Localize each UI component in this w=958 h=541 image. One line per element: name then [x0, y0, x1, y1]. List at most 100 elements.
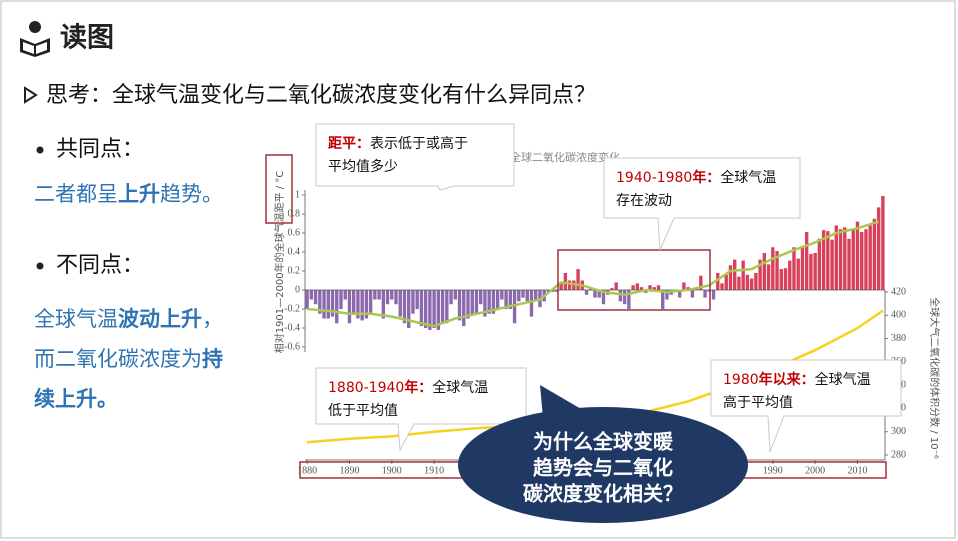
point-line: 而二氧化碳浓度为持: [34, 347, 223, 371]
bar: [313, 290, 318, 305]
y-tick-label: 1: [295, 189, 300, 200]
bar: [618, 290, 623, 302]
text-run: 低于平均值: [328, 403, 398, 419]
bar: [521, 290, 525, 298]
callout-line: 低于平均值: [328, 403, 398, 419]
bar: [398, 290, 402, 317]
text-run: 全球气温: [432, 379, 488, 396]
bar: [381, 290, 386, 319]
bar: [576, 269, 580, 290]
bar: [343, 290, 347, 300]
bar: [483, 290, 487, 317]
bar: [385, 290, 390, 305]
bar: [517, 290, 521, 302]
bar: [733, 259, 737, 290]
question: 思考：全球气温变化与二氧化碳浓度变化有什么异同点？: [46, 83, 596, 108]
bar: [720, 283, 724, 290]
bar: [783, 268, 788, 290]
bar: [390, 290, 394, 300]
x-tick-label: 1900: [382, 465, 402, 476]
bar: [377, 290, 381, 300]
bar: [821, 230, 826, 290]
bar: [601, 290, 606, 305]
bar: [610, 288, 614, 290]
text-run: 1880-1940: [328, 380, 404, 396]
y2-tick-label: 420: [891, 286, 906, 297]
annotations: 距平：表示低于或高于平均值多少1940-1980年：全球气温存在波动1880-1…: [315, 123, 902, 523]
bar: [864, 229, 868, 290]
x-tick-label: 2010: [847, 465, 867, 476]
bar: [690, 290, 695, 298]
bar: [309, 290, 314, 300]
bar: [466, 290, 470, 319]
point-line: 全球气温波动上升，: [34, 307, 223, 331]
bar: [474, 290, 479, 314]
bar: [512, 290, 517, 324]
text-run: 平均值多少: [328, 158, 398, 175]
bar: [716, 272, 720, 290]
bar: [741, 260, 745, 290]
callout-box: [315, 123, 515, 191]
bar: [644, 290, 648, 293]
line: [306, 220, 879, 328]
chart-title: 全球二氧化碳浓度变化: [510, 150, 620, 164]
bar: [847, 238, 851, 290]
bar: [652, 287, 656, 290]
y2-tick-label: 280: [891, 449, 906, 460]
bar: [876, 207, 881, 290]
callout-line: 1880-1940年：全球气温: [328, 379, 488, 396]
bar: [881, 195, 885, 290]
bar: [800, 246, 805, 290]
bar: [635, 283, 640, 290]
bar: [504, 290, 508, 309]
bar: [322, 290, 326, 319]
text-run: 上升: [118, 182, 160, 206]
text-run: 高于平均值: [723, 394, 793, 411]
bar: [423, 290, 428, 328]
text-run: 年：: [404, 379, 432, 396]
point-line: 续上升。: [34, 387, 118, 411]
bar: [534, 290, 538, 302]
bar: [457, 290, 462, 321]
bar: [305, 290, 309, 309]
bar: [682, 282, 686, 290]
bar: [567, 280, 572, 290]
bar: [453, 290, 457, 300]
bar: [771, 247, 775, 290]
text-run: 年以来：: [759, 371, 815, 388]
callout-box: [710, 359, 902, 453]
bar: [373, 290, 377, 300]
text-run: 波动上升: [118, 307, 202, 331]
bullet: [36, 146, 44, 154]
bar: [872, 218, 877, 290]
bar: [525, 290, 529, 302]
reading-icon: [20, 21, 50, 57]
text-run: 1980: [723, 372, 759, 388]
bar: [766, 264, 771, 290]
bar: [411, 290, 415, 314]
bar: [665, 290, 669, 300]
bar: [500, 290, 504, 300]
bar: [402, 290, 407, 324]
text-run: 全球气温: [720, 169, 776, 186]
y-tick-label: 0.6: [288, 227, 301, 238]
bar: [656, 285, 661, 290]
bar: [758, 259, 762, 290]
bar: [724, 274, 728, 290]
x-tick-label: 1910: [424, 465, 444, 476]
callout-line: 距平：表示低于或高于: [328, 135, 468, 152]
bullet: [36, 262, 44, 270]
x-tick-label: 1890: [339, 465, 359, 476]
bar: [436, 290, 441, 330]
point-heading: 不同点：: [56, 253, 144, 278]
text-run: 持: [202, 347, 223, 371]
bar: [703, 290, 707, 298]
bar: [813, 252, 817, 290]
text-run: 表示低于或高于: [370, 135, 468, 152]
text-run: 全球气温: [815, 371, 871, 388]
bar: [754, 272, 758, 290]
y-tick-label: 0.4: [288, 246, 301, 257]
bar: [614, 282, 618, 290]
x-tick-label: 1880: [297, 465, 317, 476]
